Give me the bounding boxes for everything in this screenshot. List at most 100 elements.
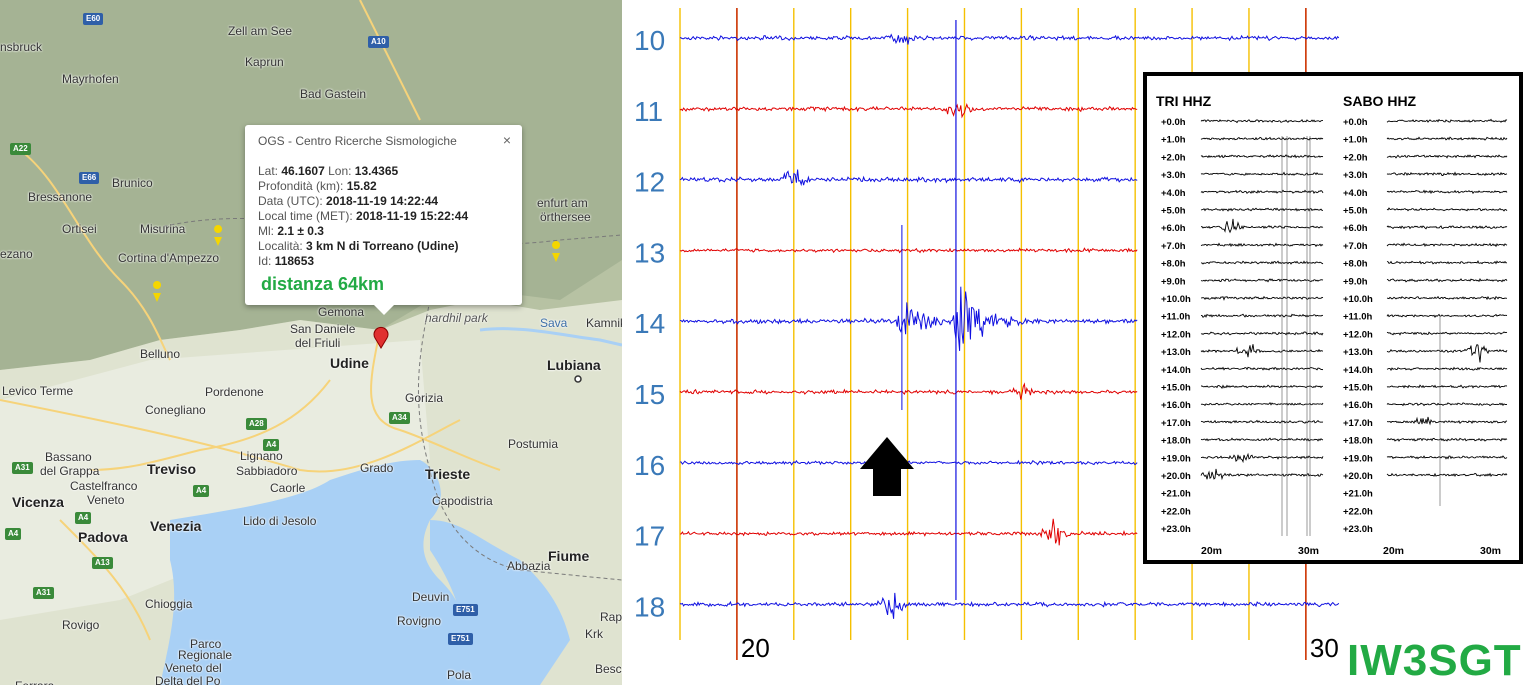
inset-trace	[1386, 171, 1508, 177]
place-label: örthersee	[540, 210, 591, 224]
road-shield: A4	[5, 528, 22, 540]
inset-trace	[1201, 260, 1324, 265]
event-pin-small-1	[214, 225, 223, 246]
inset-hour-label: +20.0h	[1343, 471, 1373, 482]
inset-hour-label: +18.0h	[1343, 436, 1373, 447]
hour-label: 11	[634, 96, 663, 127]
trace-14	[679, 286, 1138, 351]
place-label: Abbazia	[507, 559, 551, 573]
trace-17	[679, 518, 1138, 546]
inset-trace	[1386, 189, 1508, 195]
inset-trace	[1387, 416, 1508, 426]
place-label: Krk	[585, 627, 603, 641]
inset-trace	[1386, 313, 1508, 318]
place-label: Besca	[595, 662, 622, 676]
place-label: Rap	[600, 610, 622, 624]
inset-trace	[1201, 295, 1324, 301]
inset-trace	[1200, 313, 1324, 318]
magnitude-value: 2.1 ± 0.3	[277, 224, 324, 238]
inset-hour-label: +4.0h	[1343, 188, 1368, 199]
close-icon[interactable]: ×	[502, 132, 511, 148]
inset-trace	[1200, 437, 1324, 442]
inset-hour-label: +6.0h	[1343, 223, 1368, 234]
inset-hour-label: +3.0h	[1343, 170, 1368, 181]
hour-label: 15	[634, 379, 665, 410]
inset-hour-label: +22.0h	[1161, 506, 1191, 517]
x-tick-label: 20	[741, 633, 770, 663]
place-label: Delta del Po	[155, 674, 221, 685]
road-shield: A31	[33, 587, 54, 599]
lat-value: 46.1607	[281, 164, 325, 178]
place-label: Lubiana	[547, 357, 601, 373]
inset-x-tick: 20m	[1383, 545, 1404, 557]
place-label: ezano	[0, 247, 33, 261]
locality-value: 3 km N di Torreano (Udine)	[306, 239, 459, 253]
trace-15	[679, 382, 1138, 400]
inset-trace	[1386, 384, 1508, 389]
inset-hour-label: +21.0h	[1161, 489, 1191, 500]
place-label: Mayrhofen	[62, 72, 119, 86]
place-label: Pordenone	[205, 385, 264, 399]
trace-11	[679, 102, 1138, 119]
popup-title: OGS - Centro Ricerche Sismologiche	[258, 134, 457, 148]
inset-trace	[1386, 366, 1508, 372]
inset-hour-label: +17.0h	[1343, 418, 1373, 429]
inset-hour-label: +16.0h	[1343, 400, 1373, 411]
inset-trace	[1200, 242, 1324, 248]
inset-trace	[1200, 419, 1324, 424]
road-shield: A31	[12, 462, 33, 474]
inset-hour-label: +1.0h	[1343, 135, 1368, 146]
inset-hour-label: +22.0h	[1343, 506, 1373, 517]
place-label: Postumia	[508, 437, 559, 451]
inset-hour-label: +18.0h	[1161, 436, 1191, 447]
place-label: San Daniele	[290, 322, 356, 336]
inset-hour-label: +11.0h	[1161, 312, 1191, 323]
inset-hour-label: +12.0h	[1161, 329, 1191, 340]
place-label: Treviso	[147, 461, 197, 477]
callsign-label: IW3SGT	[1347, 636, 1522, 685]
road-shield: E66	[79, 172, 100, 184]
hour-label: 14	[634, 308, 665, 339]
map-panel[interactable]: nsbruck Zell am See Mayrhofen Kaprun Bad Gas…	[0, 0, 622, 685]
arrow-up-icon	[860, 437, 914, 496]
x-tick-label: 30	[1310, 633, 1339, 663]
inset-hour-label: +8.0h	[1161, 259, 1186, 270]
inset-trace	[1386, 402, 1508, 407]
place-label: Fiume	[548, 548, 590, 564]
inset-x-tick: 20m	[1201, 545, 1222, 557]
place-label: Sabbiadoro	[236, 464, 298, 478]
inset-hour-label: +7.0h	[1161, 241, 1186, 252]
inset-hour-label: +2.0h	[1343, 152, 1368, 163]
hour-label: 13	[634, 237, 665, 268]
place-label: Veneto del	[165, 661, 222, 675]
place-label: Deuvin	[412, 590, 450, 604]
place-label: Kaprun	[245, 55, 284, 69]
place-label: del Friuli	[295, 336, 341, 350]
road-shield: A4	[193, 485, 210, 497]
inset-hour-label: +9.0h	[1343, 276, 1368, 287]
place-label: Lido di Jesolo	[243, 514, 317, 528]
place-label: Gemona	[318, 305, 365, 319]
place-label: enfurt am	[537, 196, 588, 210]
road-shield: A34	[389, 412, 410, 424]
inset-trace	[1386, 343, 1508, 363]
trace-10	[679, 33, 1340, 45]
place-label: Levico Terme	[2, 384, 74, 398]
inset-hour-label: +15.0h	[1343, 383, 1373, 394]
place-label: Vicenza	[12, 494, 64, 510]
trace-16	[679, 459, 1138, 466]
local-time-value: 2018-11-19 15:22:44	[356, 209, 469, 223]
place-label: Bad Gastein	[300, 87, 367, 101]
hour-label: 12	[634, 167, 665, 198]
hour-label: 18	[634, 591, 665, 622]
inset-hour-label: +6.0h	[1161, 223, 1186, 234]
inset-hour-label: +16.0h	[1161, 400, 1191, 411]
trace-18	[679, 592, 1340, 619]
inset-hour-label: +1.0h	[1161, 135, 1186, 146]
place-label: Regionale	[178, 648, 233, 662]
place-label: Chioggia	[145, 597, 193, 611]
place-label: Conegliano	[145, 403, 206, 417]
place-label: Pola	[447, 668, 472, 682]
road-shield: E751	[453, 604, 478, 616]
place-label: Rovigno	[397, 614, 442, 628]
